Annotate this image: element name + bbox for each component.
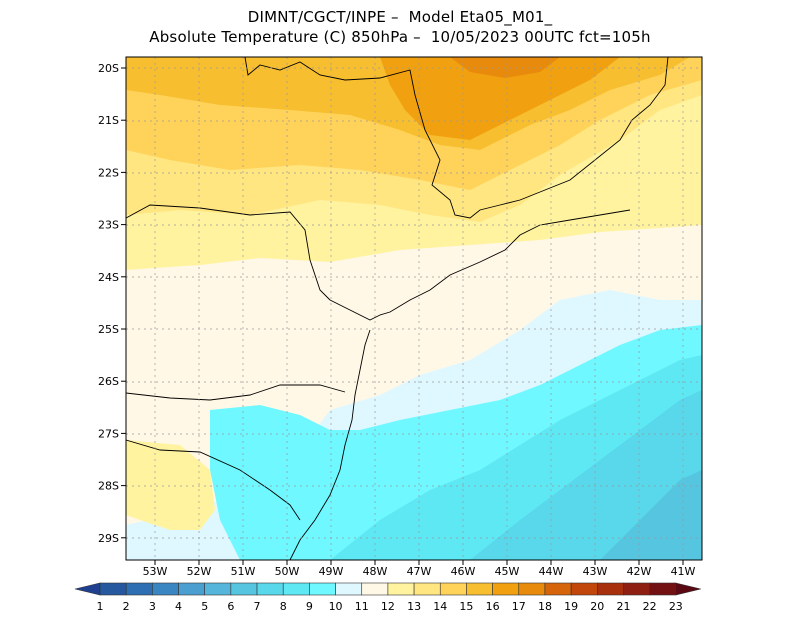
lat-tick-label: 26S — [98, 375, 119, 388]
colorbar-label: 8 — [280, 600, 287, 613]
lat-tick-label: 21S — [98, 114, 119, 127]
lon-tick-label: 45W — [495, 565, 520, 578]
title-line-1: DIMNT/CGCT/INPE – Model Eta05_M01_ — [247, 8, 553, 26]
colorbar-label: 10 — [329, 600, 343, 613]
colorbar-label: 18 — [538, 600, 552, 613]
colorbar-swatch — [282, 582, 310, 596]
colorbar-swatch — [544, 582, 572, 596]
lat-tick-label: 22S — [98, 166, 119, 179]
lat-tick-label: 20S — [98, 62, 119, 75]
colorbar-label: 22 — [643, 600, 657, 613]
lon-tick-label: 47W — [407, 565, 432, 578]
colorbar-label: 6 — [227, 600, 234, 613]
field-17 — [380, 57, 620, 140]
colorbar-swatch — [230, 582, 258, 596]
colorbar-swatch — [204, 582, 232, 596]
lon-tick-label: 50W — [275, 565, 300, 578]
lat-tick-label: 29S — [98, 532, 119, 545]
colorbar-label: 15 — [459, 600, 473, 613]
colorbar-swatch — [256, 582, 284, 596]
colorbar-label: 23 — [669, 600, 683, 613]
colorbar-label: 12 — [381, 600, 395, 613]
colorbar-label: 20 — [590, 600, 604, 613]
colorbar-swatch — [152, 582, 179, 596]
colorbar-swatch — [439, 582, 467, 596]
colorbar-label: 21 — [616, 600, 630, 613]
field-7 — [600, 470, 702, 560]
gridlines — [126, 57, 702, 560]
colorbar-swatch — [125, 582, 153, 596]
colorbar-swatch — [413, 582, 441, 596]
colorbar-swatch — [466, 582, 493, 596]
lat-tick-label: 28S — [98, 480, 119, 493]
colorbar-label: 1 — [97, 600, 104, 613]
lon-tick-label: 51W — [231, 565, 256, 578]
longitude-tick-labels: 53W 52W 51W 50W 49W 48W 47W 46W 45W 44W 43W 42W 41W — [143, 560, 696, 578]
colorbar-label: 11 — [355, 600, 369, 613]
colorbar-label: 19 — [564, 600, 578, 613]
colorbar-left-arrow — [74, 582, 101, 596]
temperature-field — [126, 57, 702, 560]
lat-tick-label: 27S — [98, 427, 119, 440]
lon-tick-label: 52W — [187, 565, 212, 578]
latitude-tick-labels: 20S 21S 22S 23S 24S 25S 26S 27S 28S 29S — [98, 62, 126, 545]
colorbar-swatch — [387, 582, 415, 596]
lon-tick-label: 49W — [319, 565, 344, 578]
lon-tick-label: 42W — [627, 565, 652, 578]
field-13-west — [126, 440, 215, 530]
colorbar-right-arrow — [675, 582, 701, 596]
lon-tick-label: 46W — [451, 565, 476, 578]
lat-tick-label: 24S — [98, 271, 119, 284]
lon-tick-label: 53W — [143, 565, 168, 578]
colorbar-swatch — [335, 582, 363, 596]
colorbar-swatch — [309, 582, 336, 596]
colorbar-swatch — [178, 582, 205, 596]
colorbar-swatch — [492, 582, 520, 596]
colorbar-swatch — [570, 582, 598, 596]
colorbar-swatch — [623, 582, 650, 596]
lon-tick-label: 48W — [363, 565, 388, 578]
lon-tick-label: 43W — [583, 565, 608, 578]
colorbar-label: 3 — [149, 600, 156, 613]
lon-tick-label: 41W — [671, 565, 696, 578]
colorbar-swatch — [361, 582, 389, 596]
map-frame — [125, 56, 703, 561]
colorbar-swatch — [597, 582, 624, 596]
colorbar-label: 9 — [306, 600, 313, 613]
colorbar: 1 2 3 4 5 6 7 8 9 10 11 12 13 14 15 16 17 18 19 20 21 22 23 — [74, 582, 701, 613]
colorbar-label: 14 — [433, 600, 447, 613]
colorbar-label: 4 — [175, 600, 182, 613]
colorbar-label: 7 — [254, 600, 261, 613]
lat-tick-label: 25S — [98, 323, 119, 336]
coastline-borders — [126, 57, 669, 560]
colorbar-label: 16 — [486, 600, 500, 613]
colorbar-label: 2 — [123, 600, 130, 613]
lon-tick-label: 44W — [539, 565, 564, 578]
colorbar-swatch — [649, 582, 677, 596]
colorbar-label: 13 — [407, 600, 421, 613]
colorbar-swatch — [99, 582, 127, 596]
field-18 — [450, 57, 560, 78]
title-line-2: Absolute Temperature (C) 850hPa – 10/05/… — [149, 28, 651, 46]
lat-tick-label: 23S — [98, 219, 119, 232]
colorbar-label: 17 — [512, 600, 526, 613]
colorbar-swatch — [518, 582, 546, 596]
colorbar-label: 5 — [201, 600, 208, 613]
